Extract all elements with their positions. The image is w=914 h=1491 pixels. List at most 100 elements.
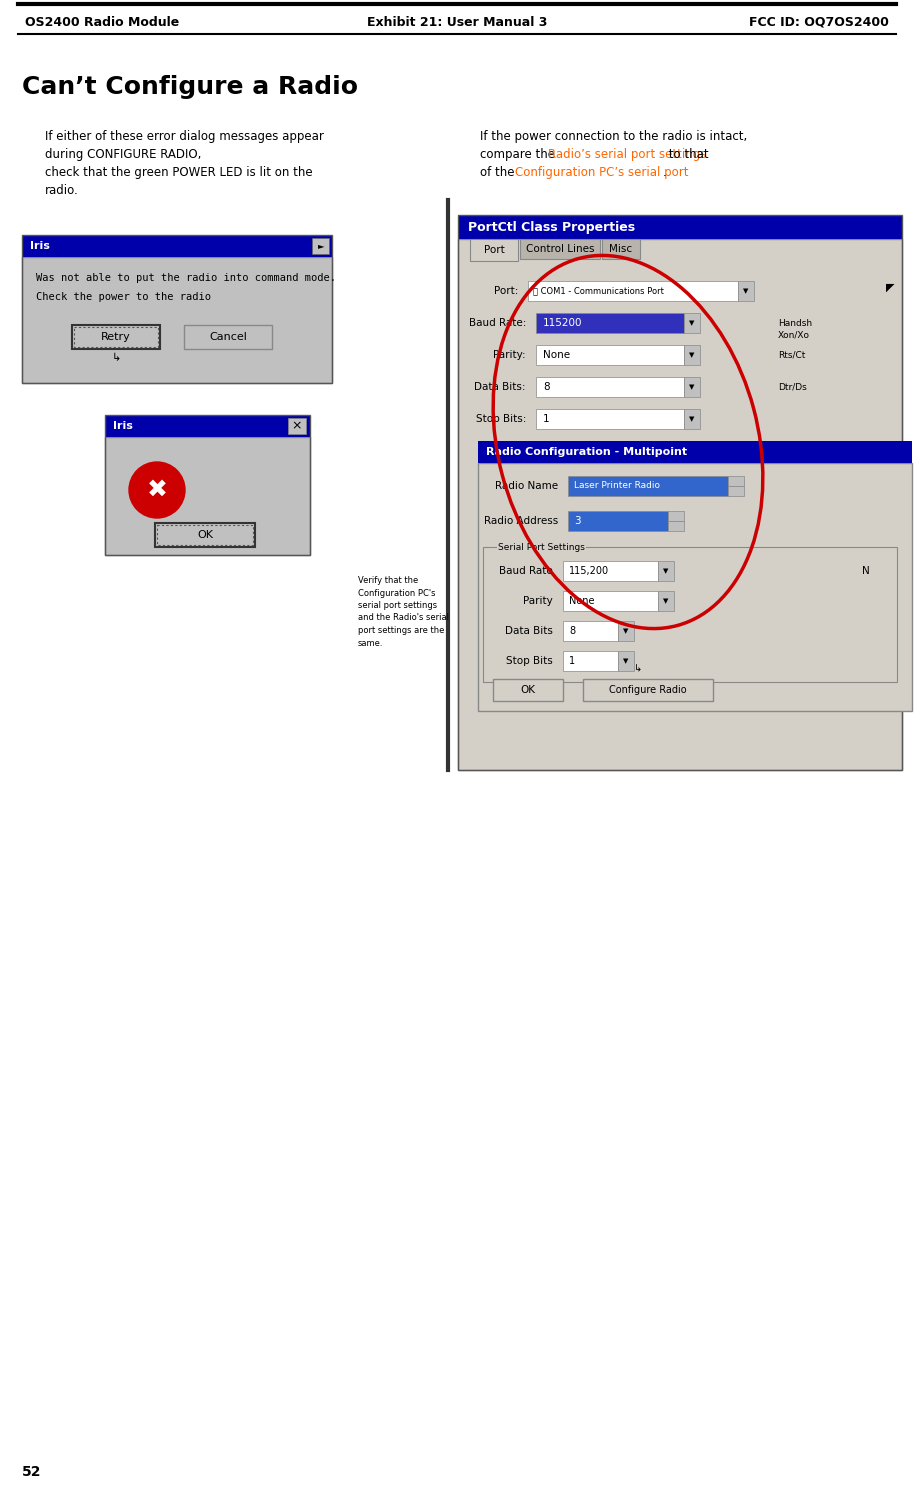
- Text: to that: to that: [665, 148, 708, 161]
- Text: OK: OK: [520, 684, 536, 695]
- Text: Serial Port Settings: Serial Port Settings: [498, 543, 585, 552]
- Text: ▼: ▼: [689, 352, 695, 358]
- Bar: [563, 620, 618, 641]
- Bar: [536, 409, 684, 429]
- Text: .: .: [663, 166, 666, 179]
- Bar: [684, 409, 700, 429]
- Bar: [458, 239, 902, 769]
- Text: OK: OK: [197, 529, 213, 540]
- Text: Was not able to put the radio into command mode.: Was not able to put the radio into comma…: [36, 273, 336, 283]
- Text: Radio’s serial port settings: Radio’s serial port settings: [548, 148, 707, 161]
- Text: None: None: [543, 350, 570, 359]
- Bar: [72, 325, 160, 349]
- Bar: [288, 417, 306, 434]
- Bar: [470, 239, 518, 261]
- Bar: [583, 678, 713, 701]
- Text: ▼: ▼: [623, 628, 629, 634]
- Bar: [155, 523, 255, 547]
- Text: ×: ×: [292, 419, 303, 432]
- Text: Radio Name: Radio Name: [494, 482, 558, 491]
- Text: ▼: ▼: [689, 385, 695, 391]
- Text: FCC ID: OQ7OS2400: FCC ID: OQ7OS2400: [749, 15, 889, 28]
- Text: Stop Bits:: Stop Bits:: [475, 414, 526, 423]
- Text: ◤: ◤: [886, 283, 894, 294]
- Text: 1: 1: [543, 414, 549, 423]
- Bar: [483, 547, 897, 681]
- Bar: [105, 414, 310, 555]
- Text: Xon/Xo: Xon/Xo: [778, 331, 810, 340]
- Text: Dtr/Ds: Dtr/Ds: [778, 383, 807, 392]
- Text: Rts/Ct: Rts/Ct: [778, 350, 805, 359]
- Text: Laser Printer Radio: Laser Printer Radio: [574, 482, 660, 491]
- Bar: [618, 620, 634, 641]
- Bar: [478, 464, 912, 711]
- Text: None: None: [569, 596, 594, 605]
- Text: ▼: ▼: [664, 568, 669, 574]
- Text: during CONFIGURE RADIO,: during CONFIGURE RADIO,: [45, 148, 201, 161]
- Bar: [528, 280, 738, 301]
- Text: Baud Rate: Baud Rate: [499, 567, 553, 576]
- Bar: [684, 313, 700, 332]
- Bar: [22, 256, 332, 383]
- Bar: [536, 344, 684, 365]
- Bar: [563, 590, 658, 611]
- Text: ↳: ↳: [112, 353, 121, 362]
- Bar: [458, 215, 902, 239]
- Bar: [618, 652, 634, 671]
- Bar: [74, 327, 158, 347]
- Bar: [658, 590, 674, 611]
- Text: Stop Bits: Stop Bits: [506, 656, 553, 666]
- Text: radio.: radio.: [45, 183, 79, 197]
- Bar: [105, 437, 310, 555]
- Bar: [22, 236, 332, 383]
- Text: Iris: Iris: [30, 242, 50, 250]
- Bar: [536, 377, 684, 397]
- Bar: [458, 215, 902, 769]
- Text: 115200: 115200: [543, 318, 582, 328]
- Text: compare the: compare the: [480, 148, 558, 161]
- Bar: [105, 414, 310, 437]
- Text: ▼: ▼: [689, 416, 695, 422]
- Bar: [520, 239, 600, 259]
- Text: Iris: Iris: [113, 420, 133, 431]
- Text: OS2400 Radio Module: OS2400 Radio Module: [25, 15, 179, 28]
- Text: Configuration PC’s serial port: Configuration PC’s serial port: [515, 166, 688, 179]
- Text: Parity:: Parity:: [494, 350, 526, 359]
- Text: Radio Address: Radio Address: [484, 516, 558, 526]
- Text: ►: ►: [318, 242, 324, 250]
- Bar: [684, 377, 700, 397]
- Bar: [563, 652, 618, 671]
- Text: ↳: ↳: [634, 663, 642, 672]
- Text: Data Bits:: Data Bits:: [474, 382, 526, 392]
- Text: Data Bits: Data Bits: [505, 626, 553, 637]
- Text: Handsh: Handsh: [778, 319, 813, 328]
- Text: If the power connection to the radio is intact,: If the power connection to the radio is …: [480, 130, 748, 143]
- Bar: [536, 313, 684, 332]
- Text: Check the power to the radio: Check the power to the radio: [36, 292, 211, 303]
- Circle shape: [129, 462, 185, 517]
- Bar: [22, 236, 332, 256]
- Bar: [312, 239, 329, 253]
- Text: Exhibit 21: User Manual 3: Exhibit 21: User Manual 3: [367, 15, 547, 28]
- Bar: [493, 678, 563, 701]
- Text: Can’t Configure a Radio: Can’t Configure a Radio: [22, 75, 358, 98]
- Text: Misc: Misc: [610, 245, 632, 253]
- Text: Port: Port: [484, 245, 505, 255]
- Text: 🗂 COM1 - Communications Port: 🗂 COM1 - Communications Port: [533, 286, 664, 295]
- Bar: [658, 561, 674, 581]
- Text: Baud Rate:: Baud Rate:: [469, 318, 526, 328]
- Text: 1: 1: [569, 656, 575, 666]
- Text: 8: 8: [543, 382, 549, 392]
- Bar: [684, 344, 700, 365]
- Text: Verify that the
Configuration PC's
serial port settings
and the Radio's serial
p: Verify that the Configuration PC's seria…: [358, 576, 449, 647]
- Text: Retry: Retry: [101, 332, 131, 341]
- Text: check that the green POWER LED is lit on the: check that the green POWER LED is lit on…: [45, 166, 313, 179]
- Text: Radio Configuration - Multipoint: Radio Configuration - Multipoint: [486, 447, 687, 458]
- Text: Configure Radio: Configure Radio: [610, 684, 686, 695]
- Text: of the: of the: [480, 166, 518, 179]
- Text: ▼: ▼: [623, 658, 629, 663]
- Text: 8: 8: [569, 626, 575, 637]
- Bar: [478, 441, 912, 464]
- Text: Cancel: Cancel: [209, 332, 247, 341]
- Bar: [668, 511, 684, 520]
